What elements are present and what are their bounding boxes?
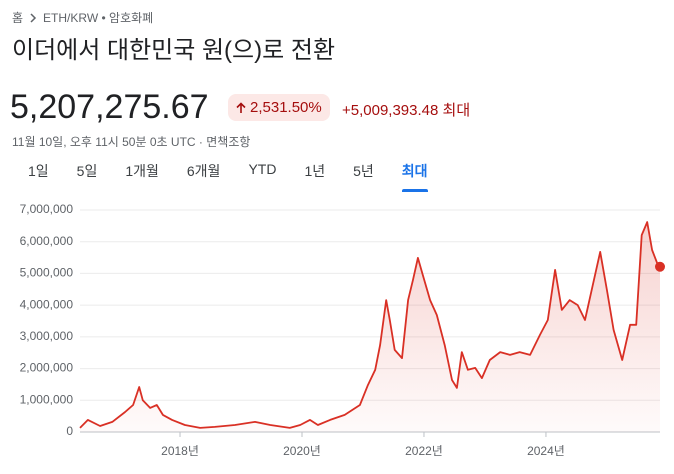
price: 5,207,275.67 (10, 88, 209, 126)
y-tick-label: 0 (66, 424, 73, 438)
y-tick-label: 3,000,000 (20, 329, 74, 343)
page-title: 이더에서 대한민국 원(으)로 전환 (12, 37, 336, 64)
area-fill (80, 222, 660, 432)
y-tick-label: 5,000,000 (20, 266, 74, 280)
timestamp: 11월 10일, 오후 11시 50분 0초 UTC · (12, 135, 203, 149)
breadcrumb-home[interactable]: 홈 (12, 11, 24, 25)
change-percent: 2,531.50% (250, 99, 322, 116)
change: +5,009,393.48 최대 (342, 99, 470, 120)
y-tick-label: 6,000,000 (20, 234, 74, 248)
chart: 0 1,000,000 2,000,000 3,000,000 4,000,000 5,0… (20, 202, 665, 458)
y-tick-label: 2,000,000 (20, 361, 74, 375)
change-pill: 2,531.50% (228, 94, 330, 121)
range-tab[interactable]: 1년 (304, 163, 326, 179)
chevron-icon (30, 12, 37, 23)
change-period: 최대 (442, 102, 471, 119)
disclaimer-link[interactable]: 면책조항 (206, 135, 251, 149)
up-arrow-icon (236, 101, 246, 113)
price-line (79, 221, 661, 429)
last-point (655, 261, 665, 272)
change-amount: +5,009,393.48 (342, 102, 439, 119)
range-tab[interactable]: 1일 (28, 163, 49, 179)
range-tab[interactable]: YTD (248, 161, 277, 177)
x-tick-label: 2022년 (405, 444, 443, 458)
range-tab[interactable]: 5일 (76, 163, 98, 179)
range-tab[interactable]: 최대 (401, 158, 428, 192)
range-tab[interactable]: 1개월 (125, 163, 159, 179)
range-tabs: 1일 5일 1개월 6개월 YTD 1년 5년 최대 (0, 158, 428, 192)
breadcrumb-path: ETH/KRW • 암호화폐 (43, 11, 154, 25)
timestamp-row: 11월 10일, 오후 11시 50분 0초 UTC · 면책조항 (12, 133, 250, 150)
breadcrumb: 홈 ETH/KRW • 암호화폐 (12, 9, 153, 26)
range-tab[interactable]: 6개월 (186, 163, 221, 179)
range-tab[interactable]: 5년 (353, 163, 374, 179)
x-tick-label: 2020년 (283, 444, 321, 458)
x-tick-label: 2024년 (527, 444, 565, 458)
y-tick-label: 4,000,000 (20, 297, 74, 311)
y-tick-label: 7,000,000 (20, 202, 74, 216)
y-tick-label: 1,000,000 (20, 392, 74, 406)
x-tick-label: 2018년 (161, 444, 199, 458)
